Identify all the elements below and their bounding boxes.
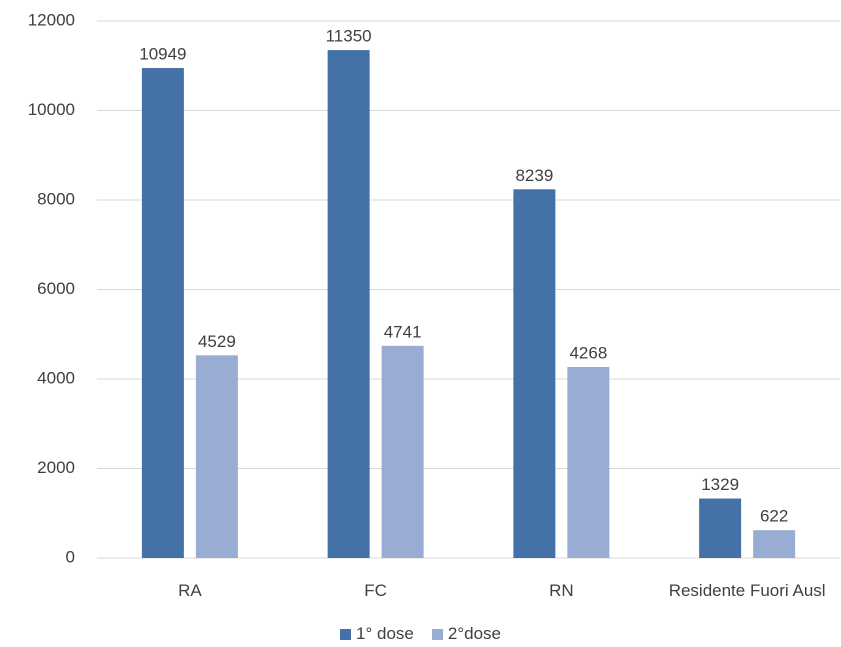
y-tick-label: 10000	[28, 100, 75, 119]
bar	[327, 50, 370, 559]
y-tick-label: 12000	[28, 10, 75, 29]
data-label: 622	[760, 507, 788, 526]
y-tick-label: 4000	[37, 368, 75, 387]
legend-swatch	[340, 628, 352, 640]
legend-label: 2°dose	[447, 624, 501, 643]
legend-label: 1° dose	[356, 624, 414, 643]
bar	[513, 189, 556, 558]
data-label: 11350	[326, 27, 372, 46]
data-label: 4268	[569, 343, 607, 362]
bar	[141, 68, 184, 558]
y-tick-label: 8000	[37, 189, 75, 208]
data-label: 1329	[701, 475, 739, 494]
legend-item: 2°dose	[431, 624, 501, 644]
x-tick-label: Residente Fuori Ausl	[668, 581, 826, 600]
bar	[381, 345, 424, 558]
data-label: 4529	[198, 332, 236, 351]
x-tick-label: FC	[364, 581, 387, 600]
legend-item: 1° dose	[340, 624, 414, 644]
y-tick-label: 2000	[37, 458, 75, 477]
bar	[753, 530, 796, 558]
x-tick-label: RN	[549, 581, 574, 600]
bar	[699, 498, 742, 558]
legend-swatch	[431, 628, 443, 640]
legend: 1° dose 2°dose	[0, 624, 841, 644]
bar	[195, 355, 238, 558]
data-label: 10949	[139, 45, 186, 64]
data-label: 8239	[515, 166, 553, 185]
y-tick-label: 0	[66, 547, 75, 566]
data-label: 4741	[384, 322, 422, 341]
bar	[567, 367, 610, 558]
y-tick-label: 6000	[37, 279, 75, 298]
x-tick-label: RA	[178, 581, 202, 600]
